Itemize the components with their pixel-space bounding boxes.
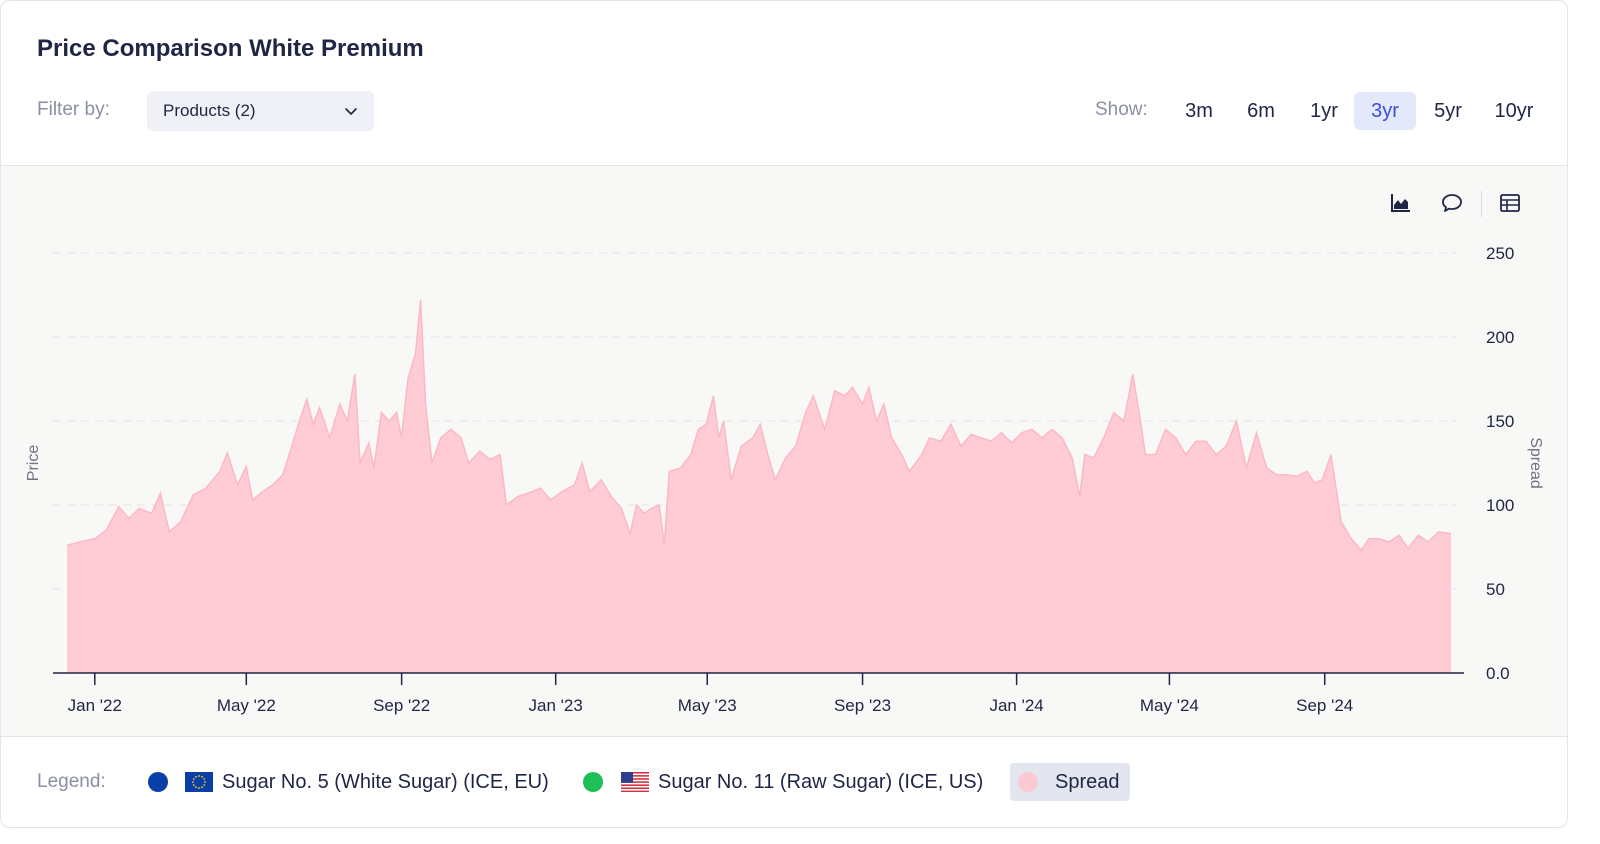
x-tick-label: Jan '24 — [989, 696, 1043, 715]
legend-item-white-sugar[interactable]: Sugar No. 5 (White Sugar) (ICE, EU) — [148, 763, 549, 801]
spread-dot — [1018, 772, 1038, 792]
range-3yr-button[interactable]: 3yr — [1354, 92, 1416, 130]
filter-label: Filter by: — [37, 99, 110, 120]
spread-chart: 0.0 50 100 150 200 250 Jan '22 May '22 Sep '22 Ja… — [25, 244, 1544, 715]
y-axis-title-right: Spread — [1527, 437, 1544, 489]
x-tick-label: Sep '23 — [834, 696, 891, 715]
white-sugar-dot — [148, 772, 168, 792]
us-flag-icon — [621, 772, 649, 792]
x-tick-label: Sep '22 — [373, 696, 430, 715]
raw-sugar-dot — [583, 772, 603, 792]
y-axis-title: Price — [25, 445, 42, 482]
y-tick-label: 50 — [1486, 580, 1505, 599]
toolbar-divider — [1481, 191, 1482, 217]
range-3m-button[interactable]: 3m — [1185, 99, 1213, 122]
eu-flag-icon — [185, 772, 213, 792]
x-tick-label: May '23 — [678, 696, 737, 715]
legend-label: Legend: — [37, 771, 106, 792]
y-tick-label: 0.0 — [1486, 664, 1510, 683]
range-5yr-button[interactable]: 5yr — [1434, 99, 1462, 122]
range-6m-button[interactable]: 6m — [1247, 99, 1275, 122]
range-10yr-button[interactable]: 10yr — [1494, 99, 1534, 122]
price-comparison-card: Price Comparison White Premium Filter by… — [0, 0, 1568, 828]
legend-white-sugar-label: Sugar No. 5 (White Sugar) (ICE, EU) — [222, 770, 549, 793]
range-1yr-button[interactable]: 1yr — [1310, 99, 1338, 122]
legend-spread-label: Spread — [1055, 770, 1120, 793]
y-tick-label: 200 — [1486, 328, 1514, 347]
legend-item-raw-sugar[interactable]: Sugar No. 11 (Raw Sugar) (ICE, US) — [583, 763, 983, 801]
chevron-down-icon — [345, 108, 357, 115]
x-tick-label: May '22 — [217, 696, 276, 715]
x-tick-label: May '24 — [1140, 696, 1199, 715]
y-tick-label: 150 — [1486, 412, 1514, 431]
products-dropdown-value: Products (2) — [163, 101, 256, 120]
comment-icon[interactable] — [1440, 191, 1464, 215]
spread-line — [66, 299, 1452, 552]
page-title: Price Comparison White Premium — [37, 35, 424, 62]
y-tick-label: 100 — [1486, 496, 1514, 515]
table-icon[interactable] — [1498, 191, 1522, 215]
products-dropdown[interactable]: Products (2) — [147, 91, 374, 131]
area-chart-icon[interactable] — [1389, 191, 1413, 215]
spread-area — [67, 300, 1451, 673]
x-tick-label: Jan '23 — [529, 696, 583, 715]
x-tick-label: Sep '24 — [1296, 696, 1353, 715]
legend-item-spread[interactable]: Spread — [1010, 763, 1130, 801]
y-tick-label: 250 — [1486, 244, 1514, 263]
legend-raw-sugar-label: Sugar No. 11 (Raw Sugar) (ICE, US) — [658, 770, 984, 793]
x-tick-label: Jan '22 — [68, 696, 122, 715]
show-label: Show: — [1095, 99, 1148, 120]
